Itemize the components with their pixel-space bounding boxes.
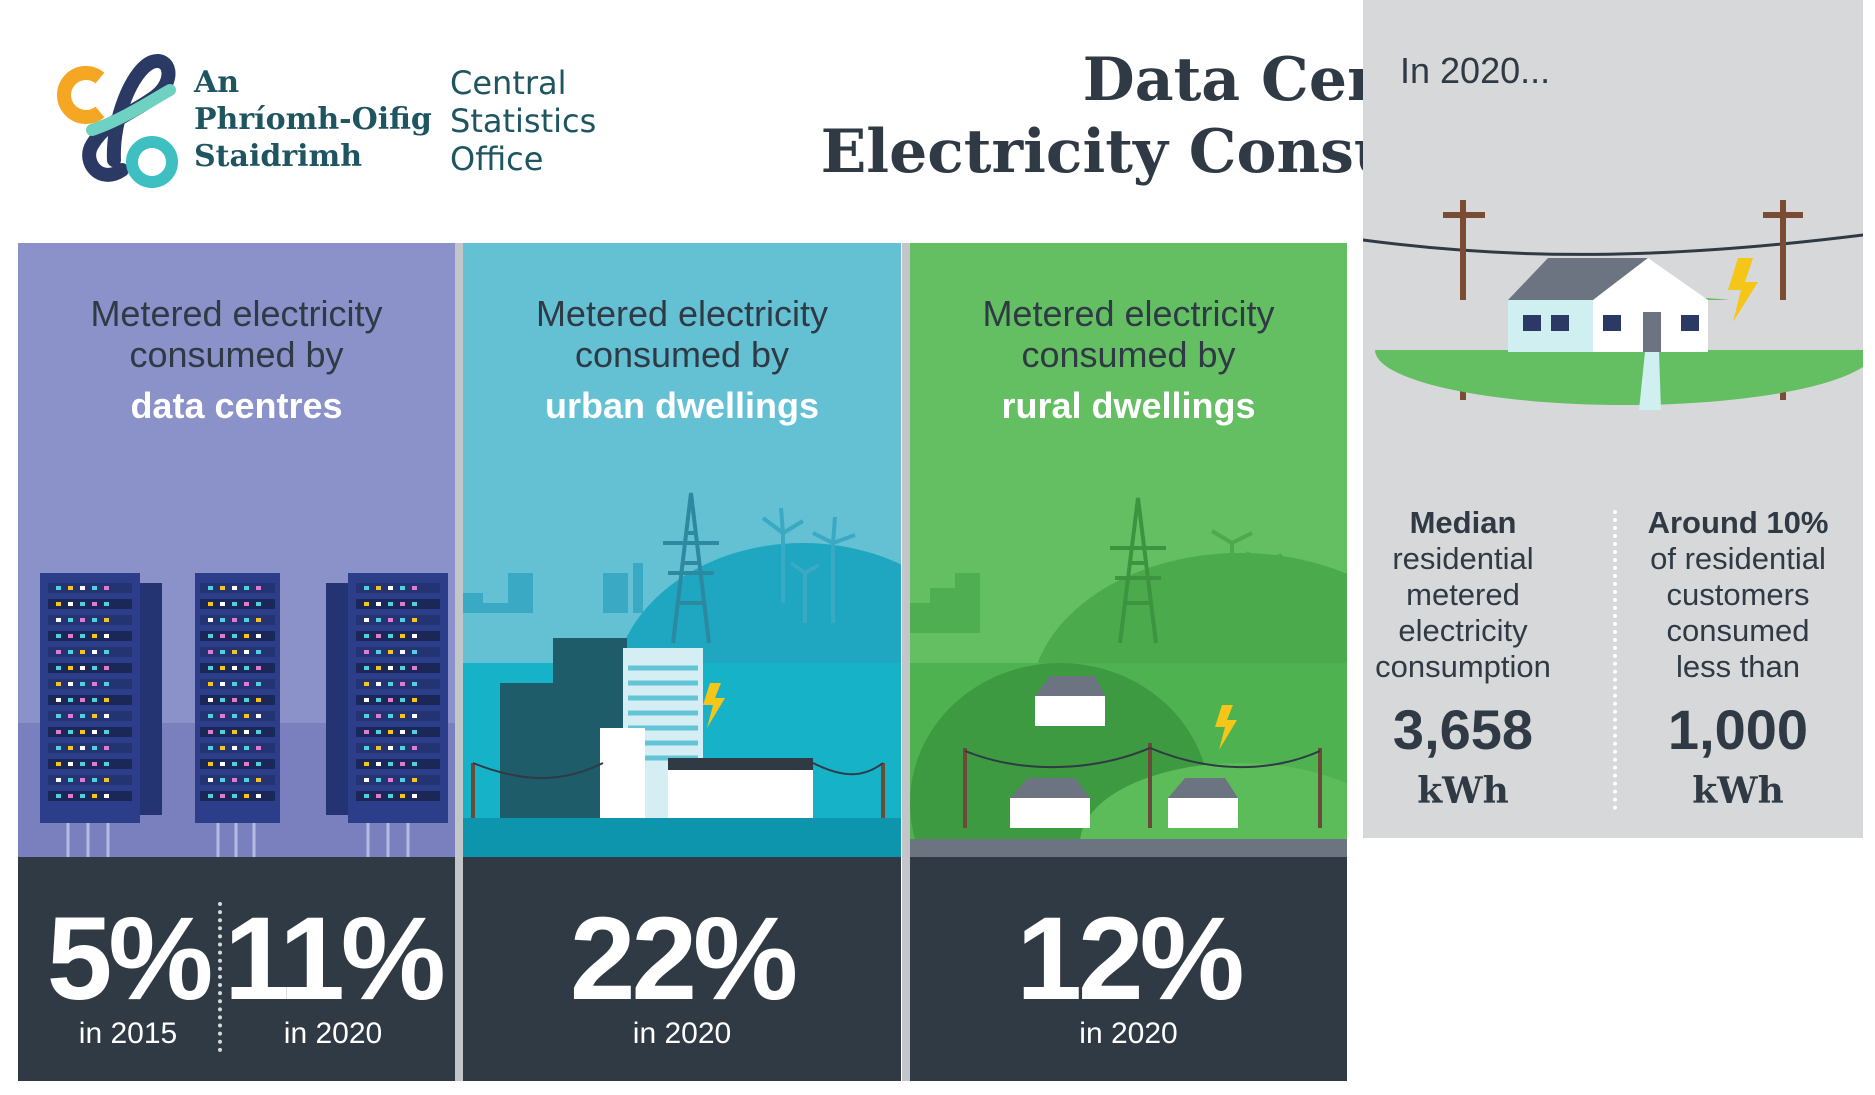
panel-highlight: data centres [130,385,343,426]
panel-divider [902,243,910,1081]
house-icon [1508,258,1708,352]
stat-value-2020: 11% [224,893,446,1025]
stat-value-rural: 12% [1016,893,1244,1025]
org-name-irish: An Phríomh-Oifig Staidrimh [194,65,432,174]
panel-data-centres: Metered electricity consumed by data cen… [18,243,455,857]
panel-urban-dwellings: Metered electricity consumed by urban dw… [463,243,901,857]
facts-intro: In 2020... [1400,50,1551,91]
cso-logo-icon [57,54,178,188]
urban-illustration [463,492,901,857]
data-centre-illustration [18,573,455,857]
panel-facts: In 2020... Median residential metered ele… [1363,0,1863,838]
lightning-icon [703,683,725,728]
wind-turbine-icon [761,507,856,623]
lightning-icon [1215,705,1237,750]
low-consumption-text: Around 10% of residential customers consu… [1647,505,1829,684]
stat-bar-data-centres: 5% in 2015 11% in 2020 [18,857,455,1081]
panel-divider [455,243,463,1081]
stat-label-rural: in 2020 [1079,1017,1178,1050]
lightning-icon [1728,258,1758,322]
stat-label-urban: in 2020 [632,1017,732,1050]
median-consumption-unit: kWh [1417,770,1509,812]
stat-value-urban: 22% [569,893,798,1025]
panel-heading: Metered electricity consumed by data cen… [18,293,455,426]
dotted-divider [1613,510,1617,810]
median-consumption-value: 3,658 [1392,698,1534,761]
panel-rural-dwellings: Metered electricity consumed by rural dw… [910,243,1347,857]
org-name-english: Central Statistics Office [450,64,597,178]
median-consumption-text: Median residential metered electricity co… [1375,505,1551,684]
panel-heading: Metered electricity consumed by rural dw… [910,293,1347,426]
dotted-divider [218,902,222,1052]
house-illustration [1363,200,1863,410]
stat-value-2015: 5% [46,893,214,1025]
rural-illustration [910,497,1347,857]
pylon-icon [663,492,719,644]
panel-heading: Metered electricity consumed by urban dw… [463,293,901,426]
stat-label-2020: in 2020 [283,1017,383,1050]
pylon-icon [1110,497,1166,644]
panel-highlight: rural dwellings [1001,385,1256,426]
stat-label-2015: in 2015 [78,1017,178,1050]
house-icon [1010,676,1238,828]
stat-bar-urban: 22% in 2020 [463,857,901,1081]
panel-highlight: urban dwellings [544,385,820,426]
low-consumption-value: 1,000 [1667,698,1809,761]
stat-bar-rural: 12% in 2020 [910,857,1347,1081]
low-consumption-unit: kWh [1692,770,1784,812]
